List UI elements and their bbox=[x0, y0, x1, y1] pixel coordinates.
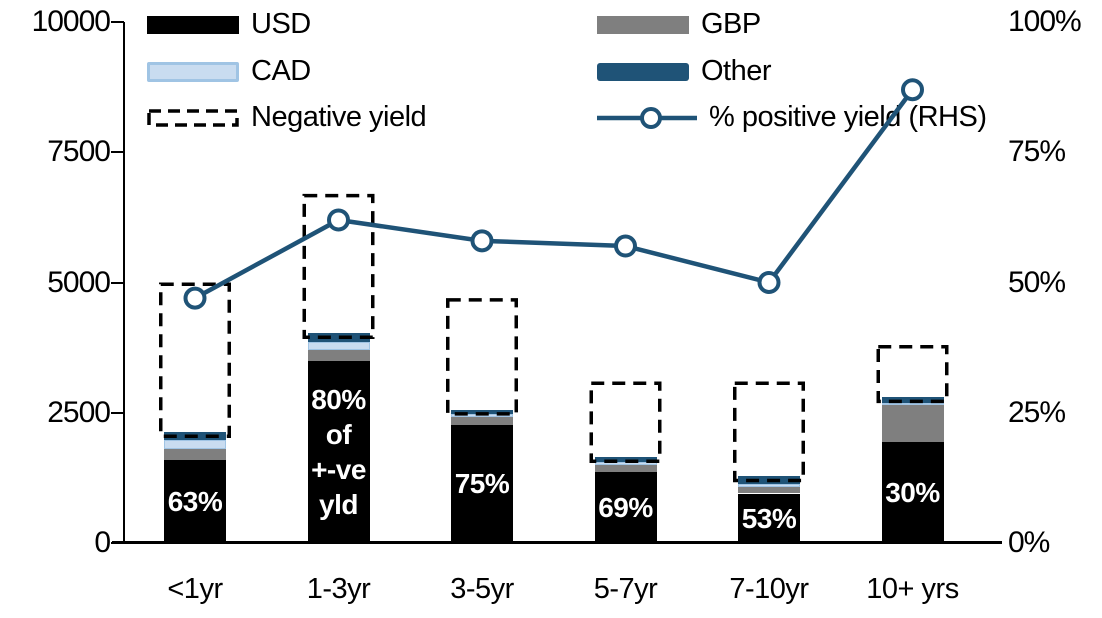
left-axis-line bbox=[123, 22, 125, 543]
bar-segment-cad-57yr bbox=[594, 462, 657, 466]
legend-label-other: Other bbox=[701, 55, 772, 87]
bar-value-label: 69% bbox=[598, 491, 653, 523]
positive-yield-marker bbox=[470, 229, 494, 253]
bar-value-label: 30% bbox=[885, 476, 940, 508]
other-swatch-icon bbox=[597, 62, 689, 81]
left-axis-tickmark bbox=[111, 411, 124, 414]
right-axis-tick-label: 100% bbox=[1008, 5, 1082, 38]
negative-yield-outline-box bbox=[446, 298, 518, 416]
right-axis-tick-label: 0% bbox=[1008, 526, 1050, 559]
bar-segment-other-13yr bbox=[307, 333, 370, 342]
left-axis-tick-label: 2500 bbox=[47, 395, 111, 429]
positive-yield-marker bbox=[183, 286, 207, 310]
bar-segment-cad-10yrs bbox=[881, 402, 944, 406]
negative-yield-outline-box bbox=[589, 381, 662, 464]
left-axis-tick-label: 7500 bbox=[47, 135, 111, 169]
positive-yield-line-swatch-icon bbox=[597, 106, 697, 129]
line-and-outline-overlay bbox=[159, 78, 949, 483]
bar-value-label: 63% bbox=[167, 485, 223, 517]
x-axis-line bbox=[112, 541, 1002, 544]
left-axis-tick-label: 10000 bbox=[31, 5, 111, 38]
bar-segment-usd-1yr bbox=[164, 459, 226, 543]
left-axis-tickmark bbox=[111, 281, 124, 284]
legend-item-positive-yield-line: % positive yield (RHS) bbox=[597, 101, 987, 134]
bar-segment-usd-35yr bbox=[451, 424, 513, 543]
positive-yield-marker bbox=[614, 234, 637, 258]
left-axis-tick-label: 0 bbox=[94, 526, 111, 559]
negative-yield-outline-box bbox=[876, 345, 949, 404]
bar-value-label: 53% bbox=[741, 502, 797, 534]
left-axis-tickmark bbox=[111, 542, 124, 544]
left-axis-tickmark bbox=[111, 151, 124, 154]
bar-segment-gbp-10yrs bbox=[881, 405, 944, 442]
category-label-1yr: <1yr bbox=[167, 573, 223, 605]
bar-segment-cad-35yr bbox=[451, 414, 513, 418]
chart-legend: USD GBP CAD Other Negative yield % posit… bbox=[0, 0, 1102, 150]
positive-yield-marker bbox=[327, 208, 350, 232]
negative-yield-outline-box bbox=[733, 381, 805, 483]
bar-segment-gbp-710yr bbox=[738, 486, 800, 494]
bar-segment-gbp-35yr bbox=[451, 417, 513, 425]
legend-label-positive-yield-line: % positive yield (RHS) bbox=[709, 101, 987, 133]
usd-swatch-icon bbox=[147, 15, 239, 34]
category-label-710yr: 7-10yr bbox=[729, 573, 809, 605]
bar-segment-gbp-57yr bbox=[594, 465, 657, 472]
legend-item-negative-yield: Negative yield bbox=[147, 101, 427, 134]
legend-item-cad: CAD bbox=[147, 55, 311, 88]
category-label-35yr: 3-5yr bbox=[450, 573, 514, 605]
cad-swatch-icon bbox=[147, 61, 239, 82]
legend-label-negative-yield: Negative yield bbox=[251, 101, 427, 133]
category-label-13yr: 1-3yr bbox=[306, 573, 371, 605]
legend-item-gbp: GBP bbox=[597, 8, 761, 41]
bar-segment-usd-57yr bbox=[594, 471, 657, 543]
bar-segment-cad-710yr bbox=[738, 483, 800, 487]
bar-segment-gbp-1yr bbox=[164, 449, 226, 460]
right-axis-tick-label: 25% bbox=[1008, 395, 1066, 429]
bar-segment-other-35yr bbox=[451, 409, 513, 415]
right-axis-tick-label: 50% bbox=[1008, 265, 1066, 299]
category-label-10yrs: 10+ yrs bbox=[866, 573, 959, 605]
category-label-57yr: 5-7yr bbox=[593, 573, 658, 605]
bar-segment-usd-13yr bbox=[307, 360, 370, 543]
bar-value-label: 80% of +-ve yld bbox=[311, 383, 366, 520]
bar-segment-gbp-13yr bbox=[307, 349, 370, 361]
positive-yield-line bbox=[193, 88, 915, 301]
gbp-swatch-icon bbox=[597, 15, 689, 34]
negative-yield-outline-box bbox=[159, 282, 231, 439]
bar-segment-cad-13yr bbox=[307, 341, 370, 350]
left-axis-tick-label: 5000 bbox=[47, 265, 111, 299]
left-axis-tickmark bbox=[111, 21, 124, 23]
bar-segment-cad-1yr bbox=[164, 439, 226, 450]
bar-segment-usd-10yrs bbox=[881, 441, 944, 543]
positive-yield-marker bbox=[901, 78, 924, 102]
bar-segment-usd-710yr bbox=[738, 493, 800, 543]
legend-label-usd: USD bbox=[251, 8, 311, 40]
right-axis-tick-label: 75% bbox=[1008, 135, 1066, 169]
bar-value-label: 75% bbox=[454, 468, 510, 500]
positive-yield-marker bbox=[757, 271, 781, 294]
legend-label-cad: CAD bbox=[251, 55, 311, 87]
legend-item-usd: USD bbox=[147, 8, 311, 41]
negative-yield-swatch-icon bbox=[147, 108, 239, 127]
legend-label-gbp: GBP bbox=[701, 8, 761, 40]
legend-item-other: Other bbox=[597, 55, 772, 88]
plot-area: 63% 80% of +-ve yld 75% 69% 53% 30% bbox=[125, 22, 995, 543]
